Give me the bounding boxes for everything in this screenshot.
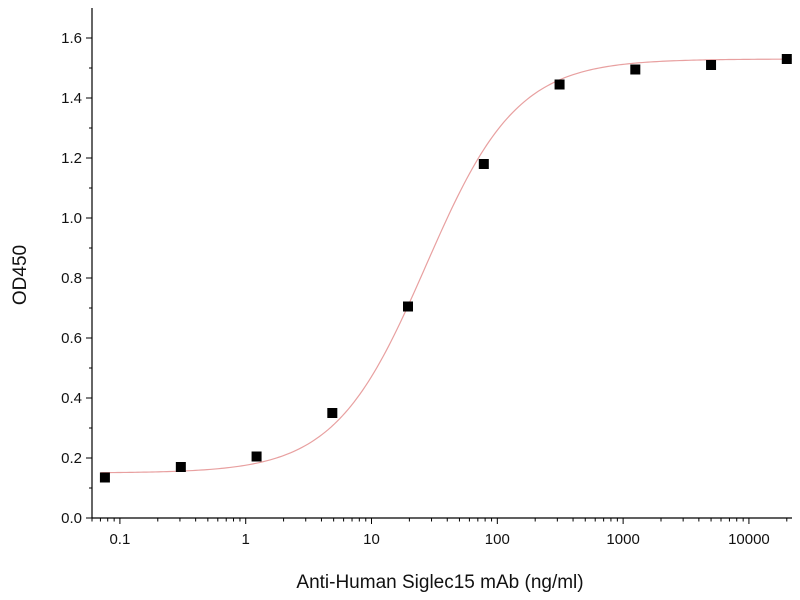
y-tick-label: 1.0 (61, 210, 82, 227)
fit-curve (100, 58, 793, 474)
y-tick-label: 1.4 (61, 90, 82, 107)
x-axis-title: Anti-Human Siglec15 mAb (ng/ml) (296, 572, 583, 593)
y-tick-label: 0.6 (61, 330, 82, 347)
y-tick-label: 1.2 (61, 150, 82, 167)
y-tick-label: 0.8 (61, 270, 82, 287)
x-tick-label: 1000 (606, 531, 639, 548)
x-axis-ticks: 0.1 1 10 100 1000 10000 (91, 518, 788, 548)
y-tick-label: 0.0 (61, 510, 82, 527)
y-tick-label: 1.6 (61, 30, 82, 47)
x-tick-label: 10000 (728, 531, 770, 548)
data-points (99, 54, 792, 483)
y-tick-label: 0.2 (61, 450, 82, 467)
y-axis-ticks: 0.0 0.2 0.4 0.6 0.8 1.0 1.2 1.4 1.6 (61, 30, 92, 527)
data-point (403, 301, 414, 312)
x-tick-label: 0.1 (109, 531, 130, 548)
x-tick-label: 100 (485, 531, 510, 548)
data-point (781, 54, 792, 64)
x-tick-label: 10 (363, 531, 380, 548)
data-point (175, 462, 186, 472)
x-tick-label: 1 (242, 531, 250, 548)
y-tick-label: 0.4 (61, 390, 82, 407)
data-point (478, 159, 489, 169)
data-point (327, 408, 338, 418)
data-point (99, 472, 110, 483)
data-point (630, 64, 641, 75)
data-point (706, 60, 717, 70)
data-point (251, 451, 262, 462)
data-point (554, 79, 565, 90)
axes: 0.0 0.2 0.4 0.6 0.8 1.0 1.2 1.4 1.6 0.1 1 10 100 100… (61, 8, 792, 548)
plot-area (99, 54, 793, 483)
y-axis-title: OD450 (10, 245, 31, 305)
